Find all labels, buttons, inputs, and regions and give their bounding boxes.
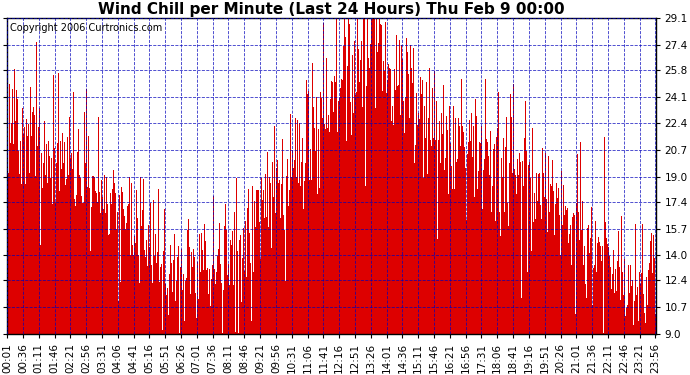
- Text: Copyright 2006 Curtronics.com: Copyright 2006 Curtronics.com: [10, 23, 162, 33]
- Title: Wind Chill per Minute (Last 24 Hours) Thu Feb 9 00:00: Wind Chill per Minute (Last 24 Hours) Th…: [98, 2, 564, 17]
